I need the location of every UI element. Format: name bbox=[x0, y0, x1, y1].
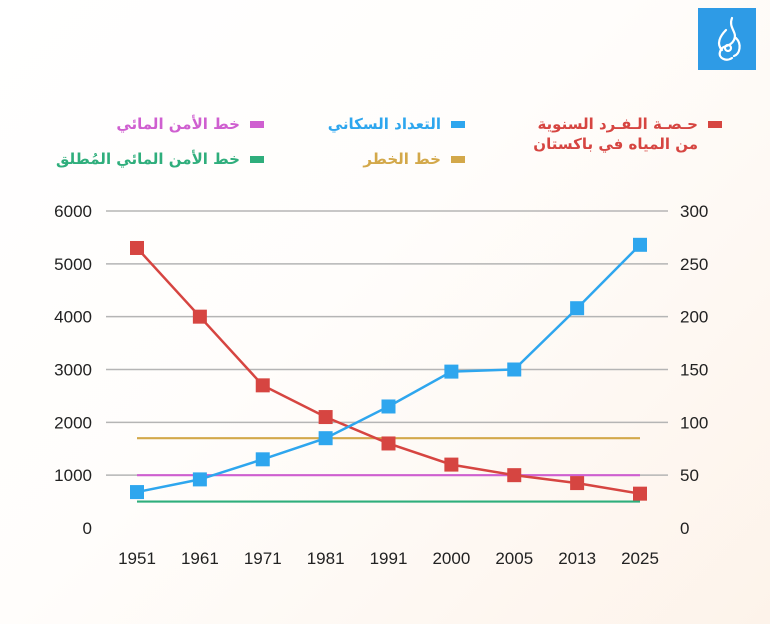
data-point-marker bbox=[633, 237, 647, 252]
series-line bbox=[136, 243, 641, 494]
legend-label: خط الأمن المائي bbox=[116, 115, 240, 133]
series-line bbox=[136, 247, 641, 495]
x-tick-label: 1991 bbox=[370, 549, 408, 568]
y-left-tick-label: 2000 bbox=[54, 413, 92, 432]
legend-label: التعداد السكاني bbox=[327, 115, 441, 133]
legend-item-water-security-line: خط الأمن المائي bbox=[116, 114, 264, 134]
data-point-marker bbox=[130, 485, 144, 500]
legend-label: خط الأمن المائي المُطلق bbox=[56, 150, 240, 168]
y-right-tick-label: 250 bbox=[680, 255, 708, 274]
data-point-marker bbox=[318, 410, 333, 425]
x-tick-label: 1961 bbox=[181, 549, 219, 568]
data-point-marker bbox=[381, 399, 396, 414]
x-tick-label: 2000 bbox=[432, 549, 470, 568]
y-right-tick-label: 100 bbox=[680, 413, 708, 432]
y-right-tick-label: 50 bbox=[680, 466, 699, 485]
x-tick-label: 2013 bbox=[558, 549, 596, 568]
x-tick-label: 1981 bbox=[307, 549, 345, 568]
y-left-tick-label: 4000 bbox=[54, 308, 92, 327]
calligraphy-icon bbox=[717, 16, 741, 61]
y-left-tick-label: 0 bbox=[83, 519, 92, 538]
legend-swatch bbox=[451, 156, 465, 163]
x-tick-label: 1951 bbox=[118, 549, 156, 568]
y-right-tick-label: 200 bbox=[680, 308, 708, 327]
al-jazeera-logo bbox=[698, 8, 756, 70]
data-point-marker bbox=[444, 364, 459, 379]
data-point-marker bbox=[570, 476, 585, 491]
data-point-marker bbox=[381, 436, 396, 451]
y-right-tick-label: 300 bbox=[680, 202, 708, 221]
legend-swatch bbox=[250, 156, 264, 163]
data-point-marker bbox=[507, 468, 522, 483]
x-tick-label: 2025 bbox=[621, 549, 659, 568]
legend-label: حـصـة الـفـرد السنوية من المياه في باكست… bbox=[533, 115, 698, 153]
y-right-tick-label: 150 bbox=[680, 361, 708, 380]
data-point-marker bbox=[192, 472, 207, 487]
data-point-marker bbox=[570, 301, 585, 316]
legend-item-water-per-capita: حـصـة الـفـرد السنوية من المياه في باكست… bbox=[533, 114, 722, 154]
legend-item-absolute-water-security-line: خط الأمن المائي المُطلق bbox=[56, 149, 264, 169]
y-right-tick-label: 0 bbox=[680, 519, 689, 538]
data-point-marker bbox=[255, 378, 270, 393]
data-point-marker bbox=[507, 362, 522, 377]
data-point-marker bbox=[633, 486, 647, 501]
y-left-tick-label: 5000 bbox=[54, 255, 92, 274]
data-point-marker bbox=[255, 452, 270, 467]
data-point-marker bbox=[130, 240, 144, 255]
data-point-marker bbox=[318, 431, 333, 446]
legend-item-population: التعداد السكاني bbox=[328, 114, 465, 134]
data-point-marker bbox=[444, 457, 459, 472]
legend-item-danger-line: خط الخطر bbox=[363, 149, 465, 169]
x-tick-label: 2005 bbox=[495, 549, 533, 568]
x-tick-label: 1971 bbox=[244, 549, 282, 568]
y-left-tick-label: 3000 bbox=[54, 361, 92, 380]
legend-label: خط الخطر bbox=[363, 150, 441, 168]
legend-swatch bbox=[250, 121, 264, 128]
legend-swatch bbox=[708, 121, 722, 128]
y-left-tick-label: 6000 bbox=[54, 202, 92, 221]
data-point-marker bbox=[192, 309, 207, 324]
y-left-tick-label: 1000 bbox=[54, 466, 92, 485]
legend-swatch bbox=[451, 121, 465, 128]
